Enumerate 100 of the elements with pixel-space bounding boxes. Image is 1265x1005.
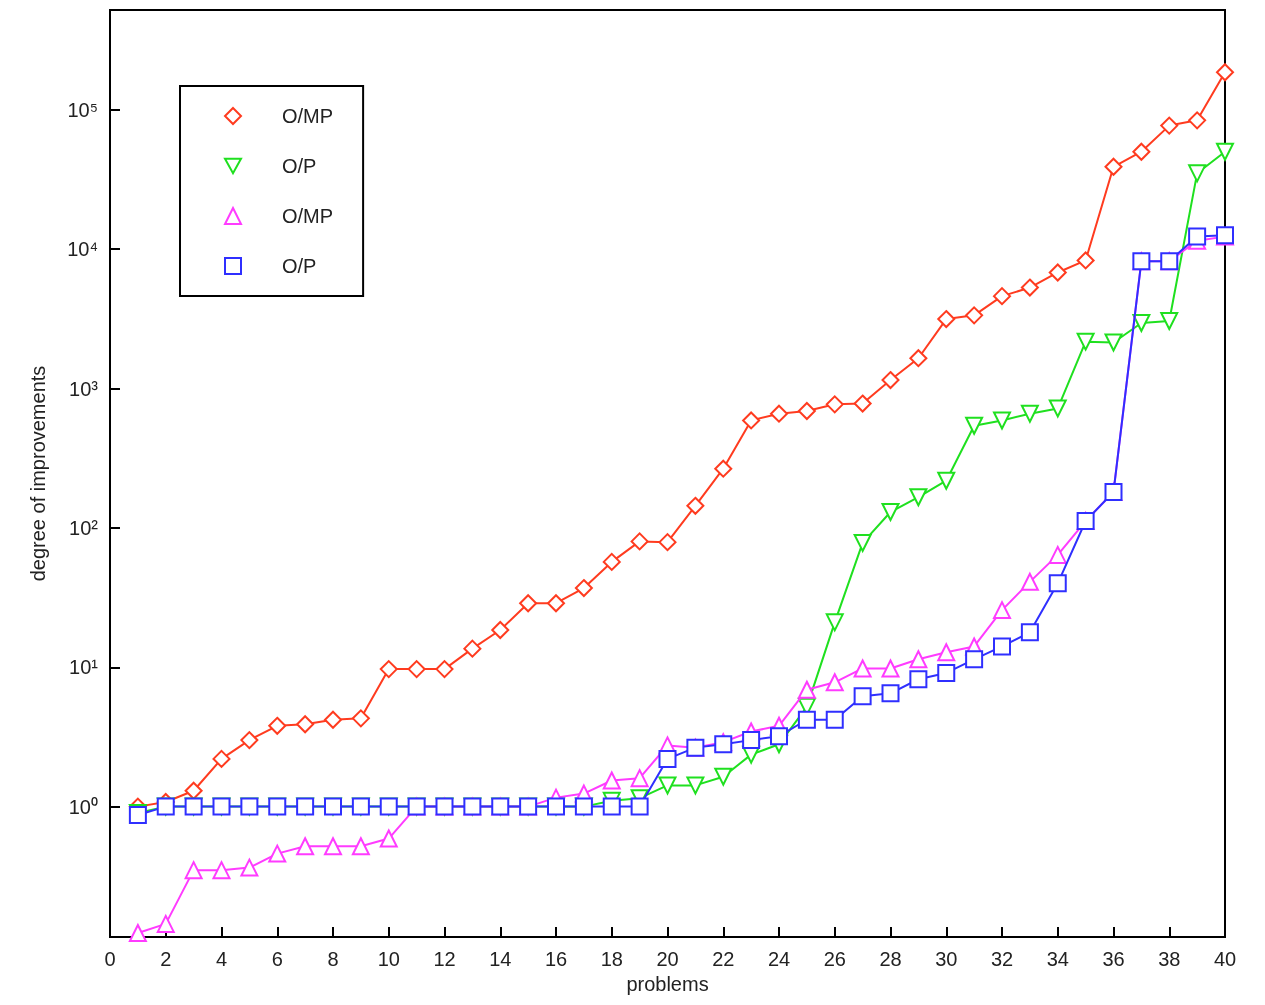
point — [993, 601, 1011, 620]
point — [1048, 545, 1067, 564]
point — [1216, 142, 1234, 161]
point — [324, 837, 342, 856]
point — [379, 829, 398, 848]
point — [825, 395, 844, 414]
point — [184, 861, 203, 880]
point — [686, 776, 705, 795]
point — [324, 710, 342, 729]
legend-label: O/P — [282, 155, 317, 177]
point — [1020, 572, 1039, 591]
point — [797, 710, 816, 729]
point — [212, 861, 231, 880]
x-tick-label: 24 — [767, 948, 791, 970]
legend-label: O/MP — [282, 205, 334, 227]
point — [965, 650, 984, 669]
x-tick-label: 34 — [1046, 948, 1069, 970]
y-tick-label: 10² — [69, 516, 99, 539]
point — [658, 776, 677, 795]
point — [519, 594, 538, 613]
point — [1188, 164, 1207, 183]
x-tick-label: 16 — [544, 948, 568, 970]
point — [379, 660, 398, 679]
point — [770, 404, 788, 423]
x-tick-label: 4 — [215, 948, 228, 970]
point — [156, 914, 175, 933]
point — [937, 310, 956, 329]
point — [937, 471, 956, 490]
point — [909, 670, 928, 689]
point — [1188, 111, 1207, 130]
point — [1188, 227, 1207, 246]
point — [1132, 142, 1151, 161]
point — [742, 411, 761, 430]
point — [491, 621, 510, 640]
point — [853, 687, 872, 706]
x-tick-label: 40 — [1213, 948, 1237, 970]
legend-label: O/MP — [282, 105, 334, 127]
x-tick-label: 30 — [935, 948, 958, 970]
point — [853, 659, 872, 678]
point — [853, 533, 872, 552]
point — [1104, 333, 1123, 352]
y-tick-label: 10⁰ — [68, 795, 98, 818]
legend-label: O/P — [282, 255, 317, 277]
point — [965, 416, 984, 435]
x-tick-label: 20 — [656, 948, 679, 970]
x-axis-title: problems — [626, 972, 709, 995]
point — [993, 287, 1011, 306]
x-tick-label: 12 — [433, 948, 456, 970]
y-tick-label: 10⁵ — [67, 98, 98, 121]
y-tick-label: 10³ — [69, 377, 99, 400]
point — [1076, 332, 1095, 351]
point — [1020, 278, 1039, 297]
point — [630, 769, 649, 788]
point — [296, 837, 315, 856]
point — [909, 488, 928, 507]
y-tick-label: 10⁴ — [67, 238, 98, 261]
point — [212, 749, 231, 768]
point — [993, 637, 1011, 656]
x-tick-label: 10 — [377, 948, 400, 970]
y-tick-label: 10¹ — [69, 656, 99, 679]
point — [351, 709, 370, 728]
x-tick-label: 38 — [1158, 948, 1181, 970]
point — [268, 716, 287, 735]
point — [937, 663, 956, 682]
point — [574, 579, 593, 598]
point — [825, 710, 844, 729]
x-tick-label: 36 — [1102, 948, 1125, 970]
point — [797, 680, 816, 699]
point — [240, 731, 259, 750]
point — [686, 496, 705, 515]
point — [1160, 312, 1179, 331]
point — [714, 735, 733, 754]
point — [184, 781, 203, 800]
point — [965, 306, 984, 325]
point — [1160, 116, 1179, 135]
y-axis-title: degree of improvements — [27, 365, 49, 582]
point — [881, 371, 900, 390]
point — [128, 923, 147, 942]
point — [240, 858, 259, 877]
point — [909, 650, 928, 669]
point — [1048, 263, 1067, 282]
x-tick-label: 28 — [879, 948, 902, 970]
point — [797, 401, 816, 420]
x-tick-label: 32 — [990, 948, 1014, 970]
point — [1048, 399, 1067, 418]
point — [435, 660, 454, 679]
x-tick-label: 18 — [600, 948, 623, 970]
point — [268, 844, 287, 863]
point — [351, 837, 370, 856]
point — [1076, 251, 1095, 270]
x-tick-label: 8 — [327, 948, 339, 970]
point — [1048, 574, 1067, 593]
point — [602, 797, 621, 816]
point — [1020, 404, 1039, 423]
point — [602, 552, 621, 571]
point — [770, 727, 788, 746]
point — [881, 503, 900, 522]
point — [993, 411, 1011, 430]
point — [1020, 623, 1039, 642]
x-tick-label: 22 — [712, 948, 735, 970]
